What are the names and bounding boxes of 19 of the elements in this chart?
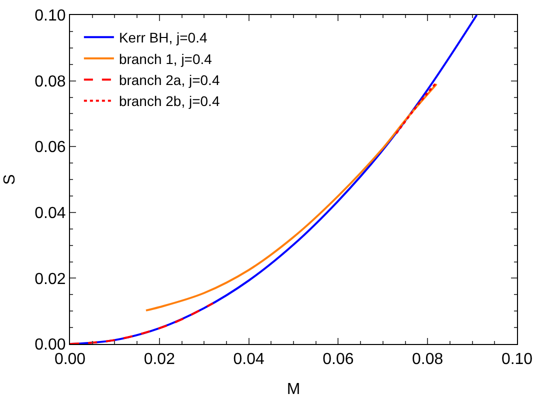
x-tick-label: 0.08: [412, 351, 444, 368]
legend-label: branch 2b, j=0.4: [118, 93, 220, 110]
y-tick-label: 0.10: [34, 8, 66, 25]
x-tick-label: 0.00: [54, 351, 86, 368]
x-axis-title: M: [286, 380, 300, 398]
x-tick-label: 0.02: [144, 351, 176, 368]
y-axis-title: S: [2, 174, 19, 185]
y-tick-label: 0.08: [34, 73, 66, 90]
y-tick-label: 0.06: [34, 139, 66, 156]
y-tick-label: 0.02: [34, 270, 66, 288]
y-tick-label: 0.04: [34, 205, 66, 222]
legend-label: branch 2a, j=0.4: [118, 72, 220, 88]
legend-label: branch 1, j=0.4: [118, 50, 212, 67]
x-tick-label: 0.04: [233, 351, 264, 368]
line-series: [70, 302, 214, 344]
y-tick-label: 0.00: [34, 336, 66, 354]
x-tick-label: 0.10: [501, 351, 533, 368]
legend-label: Kerr BH, j=0.4: [118, 30, 208, 46]
x-tick-label: 0.06: [322, 351, 354, 368]
